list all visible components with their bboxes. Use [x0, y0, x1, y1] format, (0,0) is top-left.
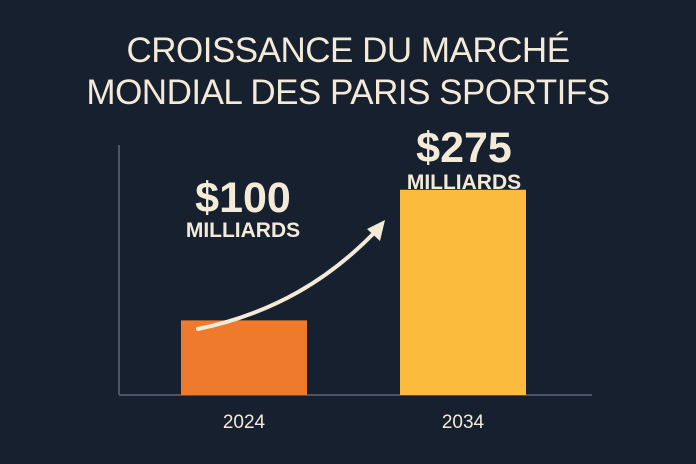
- bar-2024: [181, 320, 307, 395]
- growth-arrow: [196, 231, 376, 331]
- x-tick-label-2024: 2024: [223, 412, 266, 433]
- growth-arrow-head: [367, 220, 385, 241]
- chart-title: CROISSANCE DU MARCHÉ MONDIAL DES PARIS S…: [0, 30, 696, 114]
- chart-title-line-2: MONDIAL DES PARIS SPORTIFS: [86, 73, 610, 112]
- data-label-unit-2024: MILLIARDS: [186, 219, 300, 242]
- data-label-unit-2034: MILLIARDS: [407, 171, 521, 194]
- chart-title-line-1: CROISSANCE DU MARCHÉ: [126, 31, 570, 70]
- x-tick-label-2034: 2034: [442, 412, 485, 433]
- data-label-value-2024: $100: [195, 174, 291, 222]
- bar-2034: [400, 189, 526, 395]
- data-label-value-2034: $275: [416, 124, 512, 172]
